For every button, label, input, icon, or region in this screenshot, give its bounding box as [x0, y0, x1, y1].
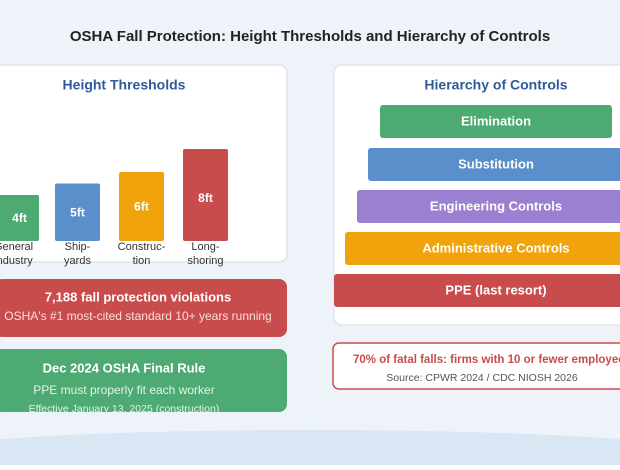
bar-label: 8ft — [198, 191, 213, 205]
level-label: PPE (last resort) — [445, 282, 546, 297]
bar-label: 6ft — [134, 200, 149, 214]
rule-box — [0, 349, 287, 412]
bar — [55, 183, 100, 241]
level — [334, 274, 620, 307]
title: OSHA Fall Protection: Height Thresholds … — [70, 28, 550, 45]
headline: Dec 2024 OSHA Final Rule — [43, 360, 206, 375]
fact-source: Source: CPWR 2024 / CDC NIOSH 2026 — [386, 372, 578, 384]
category-label: General — [0, 241, 33, 253]
bar-label: 5ft — [70, 205, 85, 219]
category-label: tion — [133, 255, 151, 267]
level — [357, 190, 620, 223]
category-label: Construc- — [118, 241, 166, 253]
fact-headline: 70% of fatal falls: firms with 10 or few… — [353, 354, 620, 366]
floor — [0, 430, 620, 470]
bar — [183, 149, 228, 241]
level-label: Substitution — [458, 156, 534, 171]
bar-label: 4ft — [12, 211, 27, 225]
category-label: Ship- — [65, 241, 91, 253]
category-label: Long- — [191, 241, 219, 253]
headline: 7,188 fall protection violations — [45, 289, 231, 304]
violations-box — [0, 279, 287, 337]
detail: PPE must properly fit each worker — [33, 383, 214, 397]
panel-title: Hierarchy of Controls — [424, 77, 567, 93]
level-label: Elimination — [461, 113, 531, 128]
bar — [119, 172, 164, 241]
note: Effective January 13, 2025 (construction… — [29, 403, 220, 415]
level — [368, 148, 620, 181]
detail: OSHA's #1 most-cited standard 10+ years … — [4, 309, 271, 323]
level — [380, 105, 612, 138]
category-label: industry — [0, 255, 33, 267]
category-label: shoring — [187, 255, 223, 267]
panel-title: Height Thresholds — [63, 77, 186, 93]
level-label: Engineering Controls — [430, 198, 562, 213]
category-label: yards — [64, 255, 91, 267]
bar — [0, 195, 39, 241]
level-label: Administrative Controls — [422, 240, 569, 255]
level — [345, 232, 620, 265]
fact-box — [332, 342, 620, 390]
